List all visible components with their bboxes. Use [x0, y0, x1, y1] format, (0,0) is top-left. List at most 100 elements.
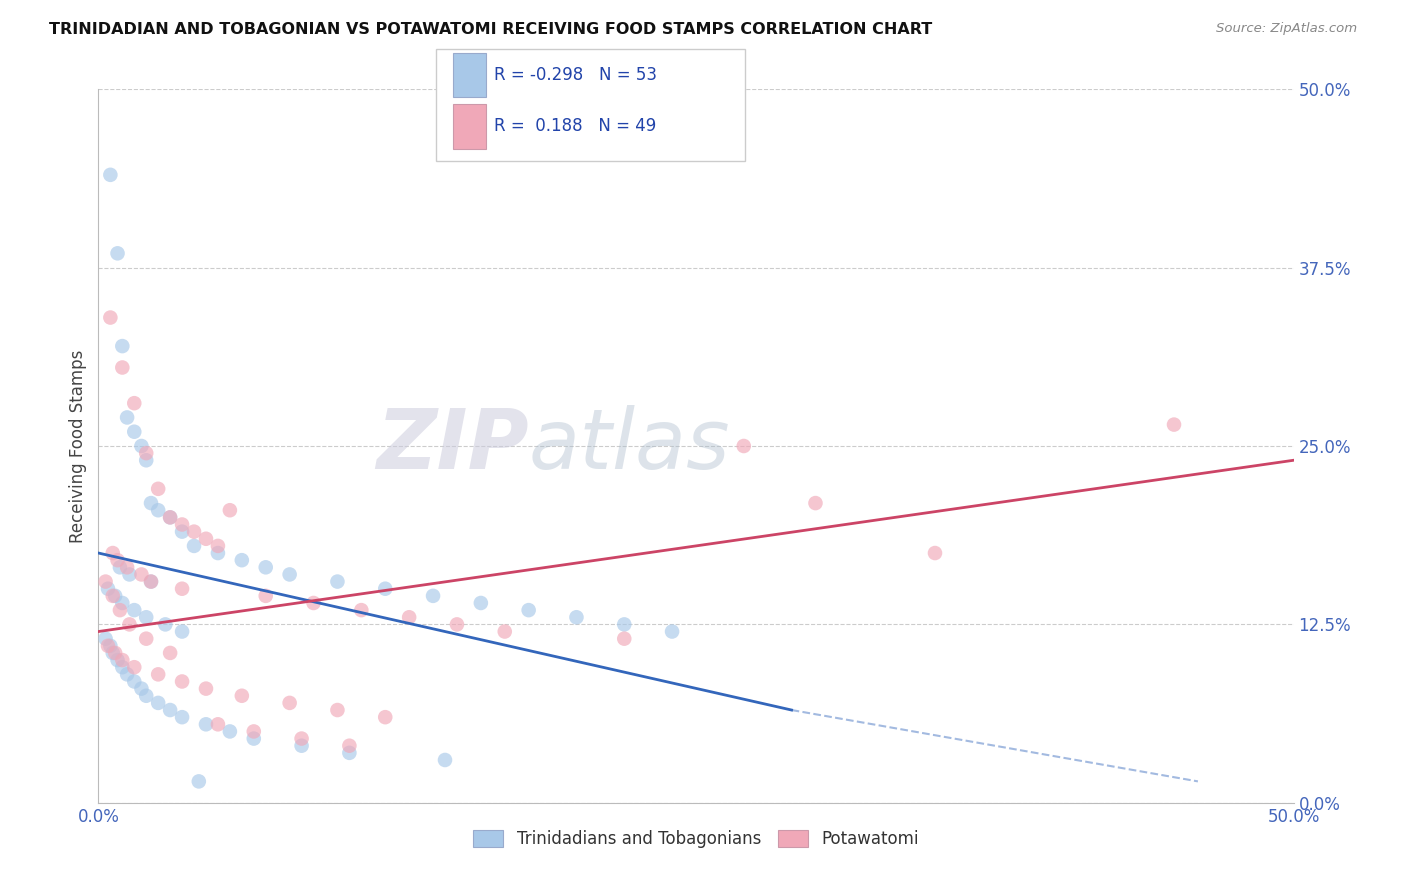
Point [131, 681, 153, 696]
Point [148, 503, 170, 517]
Point [104, 646, 127, 660]
Point [733, 439, 755, 453]
Point [661, 624, 683, 639]
Legend: Trinidadians and Tobagonians, Potawatomi: Trinidadians and Tobagonians, Potawatomi [467, 823, 925, 855]
Point [107, 653, 129, 667]
Point [159, 510, 181, 524]
Point [278, 696, 301, 710]
Y-axis label: Receiving Food Stamps: Receiving Food Stamps [69, 350, 87, 542]
Point [172, 624, 194, 639]
Point [231, 689, 253, 703]
Point [195, 681, 218, 696]
Point [172, 517, 194, 532]
Point [183, 539, 205, 553]
Point [350, 603, 373, 617]
Point [124, 603, 146, 617]
Point [124, 425, 146, 439]
Point [159, 703, 181, 717]
Point [326, 574, 349, 589]
Point [139, 574, 162, 589]
Point [494, 624, 516, 639]
Point [291, 739, 314, 753]
Point [613, 617, 636, 632]
Point [108, 603, 131, 617]
Point [148, 667, 170, 681]
Point [115, 667, 138, 681]
Point [131, 567, 153, 582]
Text: atlas: atlas [529, 406, 730, 486]
Point [101, 589, 124, 603]
Point [422, 589, 444, 603]
Point [135, 446, 157, 460]
Point [172, 524, 194, 539]
Point [1163, 417, 1185, 432]
Point [172, 582, 194, 596]
Point [98, 168, 122, 182]
Point [155, 617, 177, 632]
Point [115, 410, 138, 425]
Point [565, 610, 588, 624]
Text: ZIP: ZIP [375, 406, 529, 486]
Point [339, 746, 361, 760]
Point [302, 596, 325, 610]
Point [111, 660, 134, 674]
Point [219, 724, 242, 739]
Point [139, 574, 162, 589]
Point [135, 689, 157, 703]
Point [148, 482, 170, 496]
Point [187, 774, 209, 789]
Point [148, 696, 170, 710]
Point [374, 582, 396, 596]
Point [207, 717, 229, 731]
Point [118, 617, 141, 632]
Point [924, 546, 946, 560]
Point [135, 632, 157, 646]
Point [207, 546, 229, 560]
Point [219, 503, 242, 517]
Point [98, 639, 122, 653]
Point [111, 596, 134, 610]
Point [470, 596, 492, 610]
Point [172, 674, 194, 689]
Point [243, 731, 266, 746]
Point [195, 532, 218, 546]
Point [108, 560, 131, 574]
Point [207, 539, 229, 553]
Text: Source: ZipAtlas.com: Source: ZipAtlas.com [1216, 22, 1357, 36]
Point [111, 653, 134, 667]
Point [101, 646, 124, 660]
Point [254, 589, 277, 603]
Point [446, 617, 468, 632]
Point [243, 724, 266, 739]
Point [398, 610, 420, 624]
Point [374, 710, 396, 724]
Point [278, 567, 301, 582]
Point [97, 582, 120, 596]
Text: R =  0.188   N = 49: R = 0.188 N = 49 [494, 118, 655, 136]
Point [804, 496, 827, 510]
Point [94, 632, 117, 646]
Point [118, 567, 141, 582]
Point [231, 553, 253, 567]
Text: TRINIDADIAN AND TOBAGONIAN VS POTAWATOMI RECEIVING FOOD STAMPS CORRELATION CHART: TRINIDADIAN AND TOBAGONIAN VS POTAWATOMI… [49, 22, 932, 37]
Text: R = -0.298   N = 53: R = -0.298 N = 53 [494, 66, 657, 84]
Point [291, 731, 314, 746]
Point [104, 589, 127, 603]
Point [94, 574, 117, 589]
Point [254, 560, 277, 574]
Point [183, 524, 205, 539]
Point [115, 560, 138, 574]
Point [434, 753, 457, 767]
Point [107, 553, 129, 567]
Point [111, 360, 134, 375]
Point [111, 339, 134, 353]
Point [326, 703, 349, 717]
Point [101, 546, 124, 560]
Point [613, 632, 636, 646]
Point [139, 496, 162, 510]
Point [135, 610, 157, 624]
Point [195, 717, 218, 731]
Point [159, 646, 181, 660]
Point [339, 739, 361, 753]
Point [517, 603, 540, 617]
